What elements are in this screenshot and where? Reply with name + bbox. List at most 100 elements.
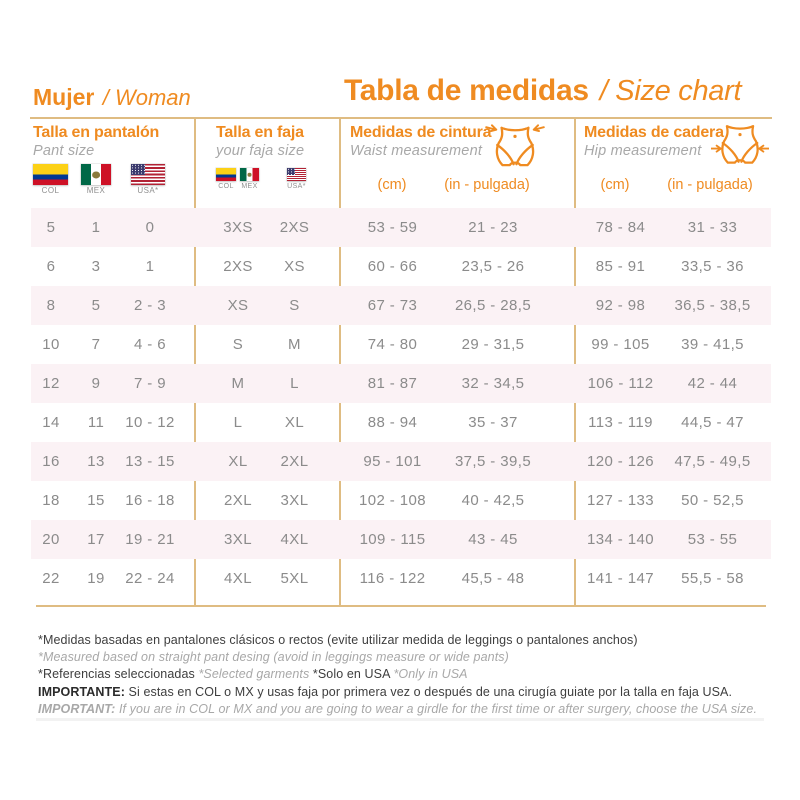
pant-mex-cell: 5 [91, 297, 101, 314]
faja-size-subtitle: your faja size [216, 143, 305, 159]
hip-cm-cell: 113 - 119 [588, 414, 653, 431]
note-usa-only-en: *Only in USA [393, 667, 468, 682]
note-measures-en: *Measured based on straight pant desing … [38, 650, 509, 665]
title-es: Tabla de medidas [344, 74, 589, 107]
pant-col-cell: 6 [46, 258, 56, 275]
waist-in-cell: 35 - 37 [468, 414, 518, 431]
faja-colmex-cell: 3XS [223, 219, 253, 236]
hip-cm-cell: 78 - 84 [595, 219, 646, 236]
note-usa-only-es: *Solo en USA [312, 667, 394, 682]
faja-usa-cell: 2XS [279, 219, 310, 236]
pant-col-cell: 8 [46, 297, 56, 314]
pant-usa-cell: 1 [145, 258, 155, 275]
pant-mex-cell: 11 [87, 414, 105, 431]
waist-unit-cm: (cm) [377, 177, 407, 193]
note-important-en-text: If you are in COL or MX and you are goin… [115, 701, 758, 716]
table-row: 16 13 13 - 15 XL 2XL 95 - 101 37,5 - 39,5 120 -… [31, 442, 771, 481]
waist-in-cell: 45,5 - 48 [461, 570, 525, 587]
table-top-border [30, 117, 772, 119]
footnotes: *Medidas basadas en pantalones clásicos … [38, 632, 783, 718]
pant-mex-cell: 17 [87, 531, 105, 548]
note-important-en-label: IMPORTANT: [38, 701, 116, 716]
waist-in-cell: 43 - 45 [468, 531, 518, 548]
column-divider [574, 118, 576, 606]
hip-in-cell: 33,5 - 36 [681, 258, 744, 275]
pant-mex-cell: 19 [87, 570, 105, 587]
size-table-body: 5 1 0 3XS 2XS 53 - 59 21 - 23 78 - 84 31 - 33 6 3 1… [31, 208, 771, 598]
waist-unit-in: (in - pulgada) [444, 177, 530, 193]
pant-col-cell: 14 [42, 414, 60, 431]
note-important-es-text: Si estas en COL o MX y usas faja por pri… [124, 684, 733, 699]
table-row: 8 5 2 - 3 XS S 67 - 73 26,5 - 28,5 92 - 98 36,5 … [31, 286, 771, 325]
hip-in-cell: 53 - 55 [687, 531, 738, 548]
hip-in-cell: 44,5 - 47 [681, 414, 744, 431]
gender-heading: Mujer / Woman [33, 84, 191, 111]
hip-in-cell: 42 - 44 [687, 375, 738, 392]
hip-in-cell: 39 - 41,5 [681, 336, 744, 353]
hip-cm-cell: 106 - 112 [587, 375, 654, 392]
waist-header: Medidas de cintura Waist measurement [350, 124, 492, 159]
pant-usa-cell: 7 - 9 [133, 375, 166, 392]
pant-usa-cell: 0 [145, 219, 155, 236]
waist-in-cell: 21 - 23 [468, 219, 518, 236]
hip-cm-cell: 99 - 105 [591, 336, 650, 353]
hip-title: Medidas de cadera [584, 124, 724, 141]
faja-flag-label-mex: MEX [241, 183, 258, 190]
waist-cm-cell: 102 - 108 [359, 492, 426, 509]
faja-flag-label-usa: USA* [287, 183, 306, 190]
pant-size-title: Talla en pantalón [33, 124, 160, 141]
pant-usa-cell: 4 - 6 [133, 336, 166, 353]
pant-mex-cell: 3 [91, 258, 101, 275]
hip-subtitle: Hip measurement [584, 143, 702, 159]
pant-col-cell: 20 [42, 531, 60, 548]
waist-in-cell: 37,5 - 39,5 [454, 453, 532, 470]
pant-usa-cell: 16 - 18 [125, 492, 175, 509]
waist-in-cell: 26,5 - 28,5 [454, 297, 532, 314]
pant-usa-cell: 22 - 24 [125, 570, 175, 587]
note-important-es: IMPORTANTE: Si estas en COL o MX y usas … [38, 684, 783, 701]
pant-flag-label-mex: MEX [86, 186, 106, 195]
pant-size-header: Talla en pantalón Pant size [33, 124, 159, 159]
hip-in-cell: 50 - 52,5 [681, 492, 744, 509]
faja-colmex-cell: M [231, 375, 245, 392]
pant-mex-cell: 15 [87, 492, 105, 509]
note-references: *Referencias seleccionadas *Selected gar… [38, 666, 783, 683]
hip-in-cell: 36,5 - 38,5 [674, 297, 751, 314]
hip-unit-cm: (cm) [600, 177, 630, 193]
usa-flag-icon [287, 168, 306, 181]
table-row: 14 11 10 - 12 L XL 88 - 94 35 - 37 113 - 119 44,… [31, 403, 771, 442]
pant-usa-cell: 2 - 3 [133, 297, 166, 314]
pant-mex-cell: 7 [91, 336, 101, 353]
pant-col-cell: 18 [42, 492, 60, 509]
page-title: Tabla de medidas / Size chart [344, 74, 742, 108]
faja-usa-cell: S [289, 297, 300, 314]
column-divider [339, 118, 341, 606]
waist-in-cell: 23,5 - 26 [461, 258, 525, 275]
colombia-flag-icon [33, 164, 68, 185]
table-row: 10 7 4 - 6 S M 74 - 80 29 - 31,5 99 - 105 39 - 4… [31, 325, 771, 364]
waist-in-cell: 32 - 34,5 [461, 375, 525, 392]
gender-es: Mujer [33, 84, 95, 110]
waist-cm-cell: 67 - 73 [367, 297, 418, 314]
waist-cm-cell: 95 - 101 [363, 453, 422, 470]
faja-colmex-cell: 2XS [223, 258, 253, 275]
pant-col-cell: 12 [42, 375, 60, 392]
hip-measure-icon [711, 125, 769, 164]
faja-colmex-cell: 4XL [224, 570, 252, 587]
hip-cm-cell: 85 - 91 [595, 258, 646, 275]
waist-subtitle: Waist measurement [350, 143, 483, 159]
faja-usa-cell: L [290, 375, 299, 392]
faja-usa-cell: 5XL [280, 570, 309, 587]
gender-en: / Woman [102, 85, 191, 110]
faja-usa-cell: XS [284, 258, 305, 275]
faja-colmex-cell: XL [228, 453, 248, 470]
table-row: 12 9 7 - 9 M L 81 - 87 32 - 34,5 106 - 112 42 - … [31, 364, 771, 403]
faja-usa-cell: 2XL [280, 453, 309, 470]
faja-usa-cell: 4XL [280, 531, 309, 548]
faja-usa-cell: XL [284, 414, 305, 431]
table-row: 5 1 0 3XS 2XS 53 - 59 21 - 23 78 - 84 31 - 33 [31, 208, 771, 247]
faja-colmex-cell: 3XL [224, 531, 252, 548]
pant-mex-cell: 1 [91, 219, 101, 236]
pant-flag-label-col: COL [41, 186, 60, 195]
